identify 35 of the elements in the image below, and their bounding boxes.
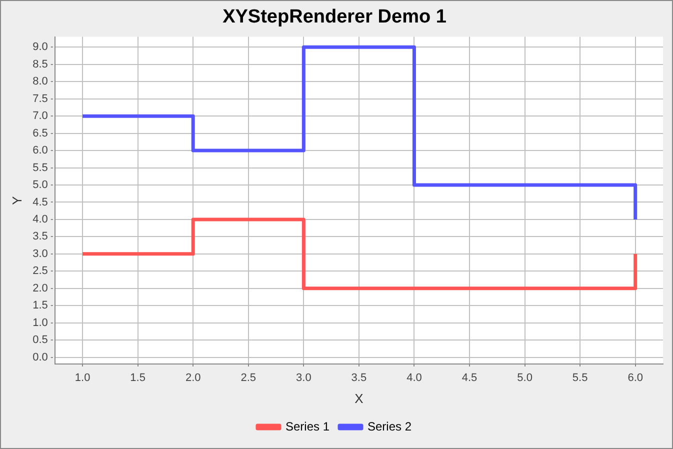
- y-tick-label: 2.5: [32, 265, 48, 278]
- legend-label: Series 1: [285, 419, 330, 434]
- y-tick-label: 5.5: [32, 162, 48, 174]
- y-tick-label: 6.5: [32, 127, 48, 140]
- y-tick-label: 0.5: [32, 334, 48, 346]
- y-tick-label: 8.5: [32, 58, 48, 70]
- x-tick-label: 2.5: [240, 372, 256, 384]
- chart-title: XYStepRenderer Demo 1: [222, 6, 447, 28]
- y-tick-label: 3.5: [32, 230, 48, 243]
- y-tick-label: 1.5: [32, 300, 48, 312]
- x-tick-label: 6.0: [628, 372, 644, 384]
- y-tick-label: 9.0: [32, 41, 48, 54]
- x-tick-label: 1.5: [130, 372, 146, 384]
- x-axis-title: X: [354, 390, 364, 406]
- y-tick-label: 7.5: [32, 92, 48, 105]
- x-tick-label: 3.5: [351, 372, 367, 384]
- y-tick-label: 2.0: [32, 282, 48, 294]
- y-tick-label: 4.0: [32, 213, 48, 226]
- legend-label: Series 2: [368, 419, 412, 434]
- y-tick-label: 7.0: [32, 110, 48, 122]
- y-tick-label: 6.0: [32, 144, 48, 157]
- x-tick-label: 4.5: [462, 372, 478, 384]
- x-tick-label: 1.0: [74, 372, 90, 384]
- y-tick-label: 1.0: [32, 316, 48, 329]
- x-tick-label: 2.0: [185, 372, 201, 384]
- y-tick-label: 8.0: [32, 76, 48, 88]
- x-tick-label: 5.5: [572, 372, 588, 384]
- x-tick-label: 5.0: [517, 372, 532, 384]
- y-tick-label: 5.0: [32, 179, 48, 192]
- y-tick-label: 3.0: [32, 248, 48, 260]
- y-tick-label: 4.5: [32, 196, 48, 208]
- y-tick-label: 0.0: [32, 351, 48, 364]
- y-axis-title: Y: [9, 196, 24, 205]
- x-tick-label: 4.0: [406, 372, 422, 384]
- x-tick-label: 3.0: [296, 372, 312, 384]
